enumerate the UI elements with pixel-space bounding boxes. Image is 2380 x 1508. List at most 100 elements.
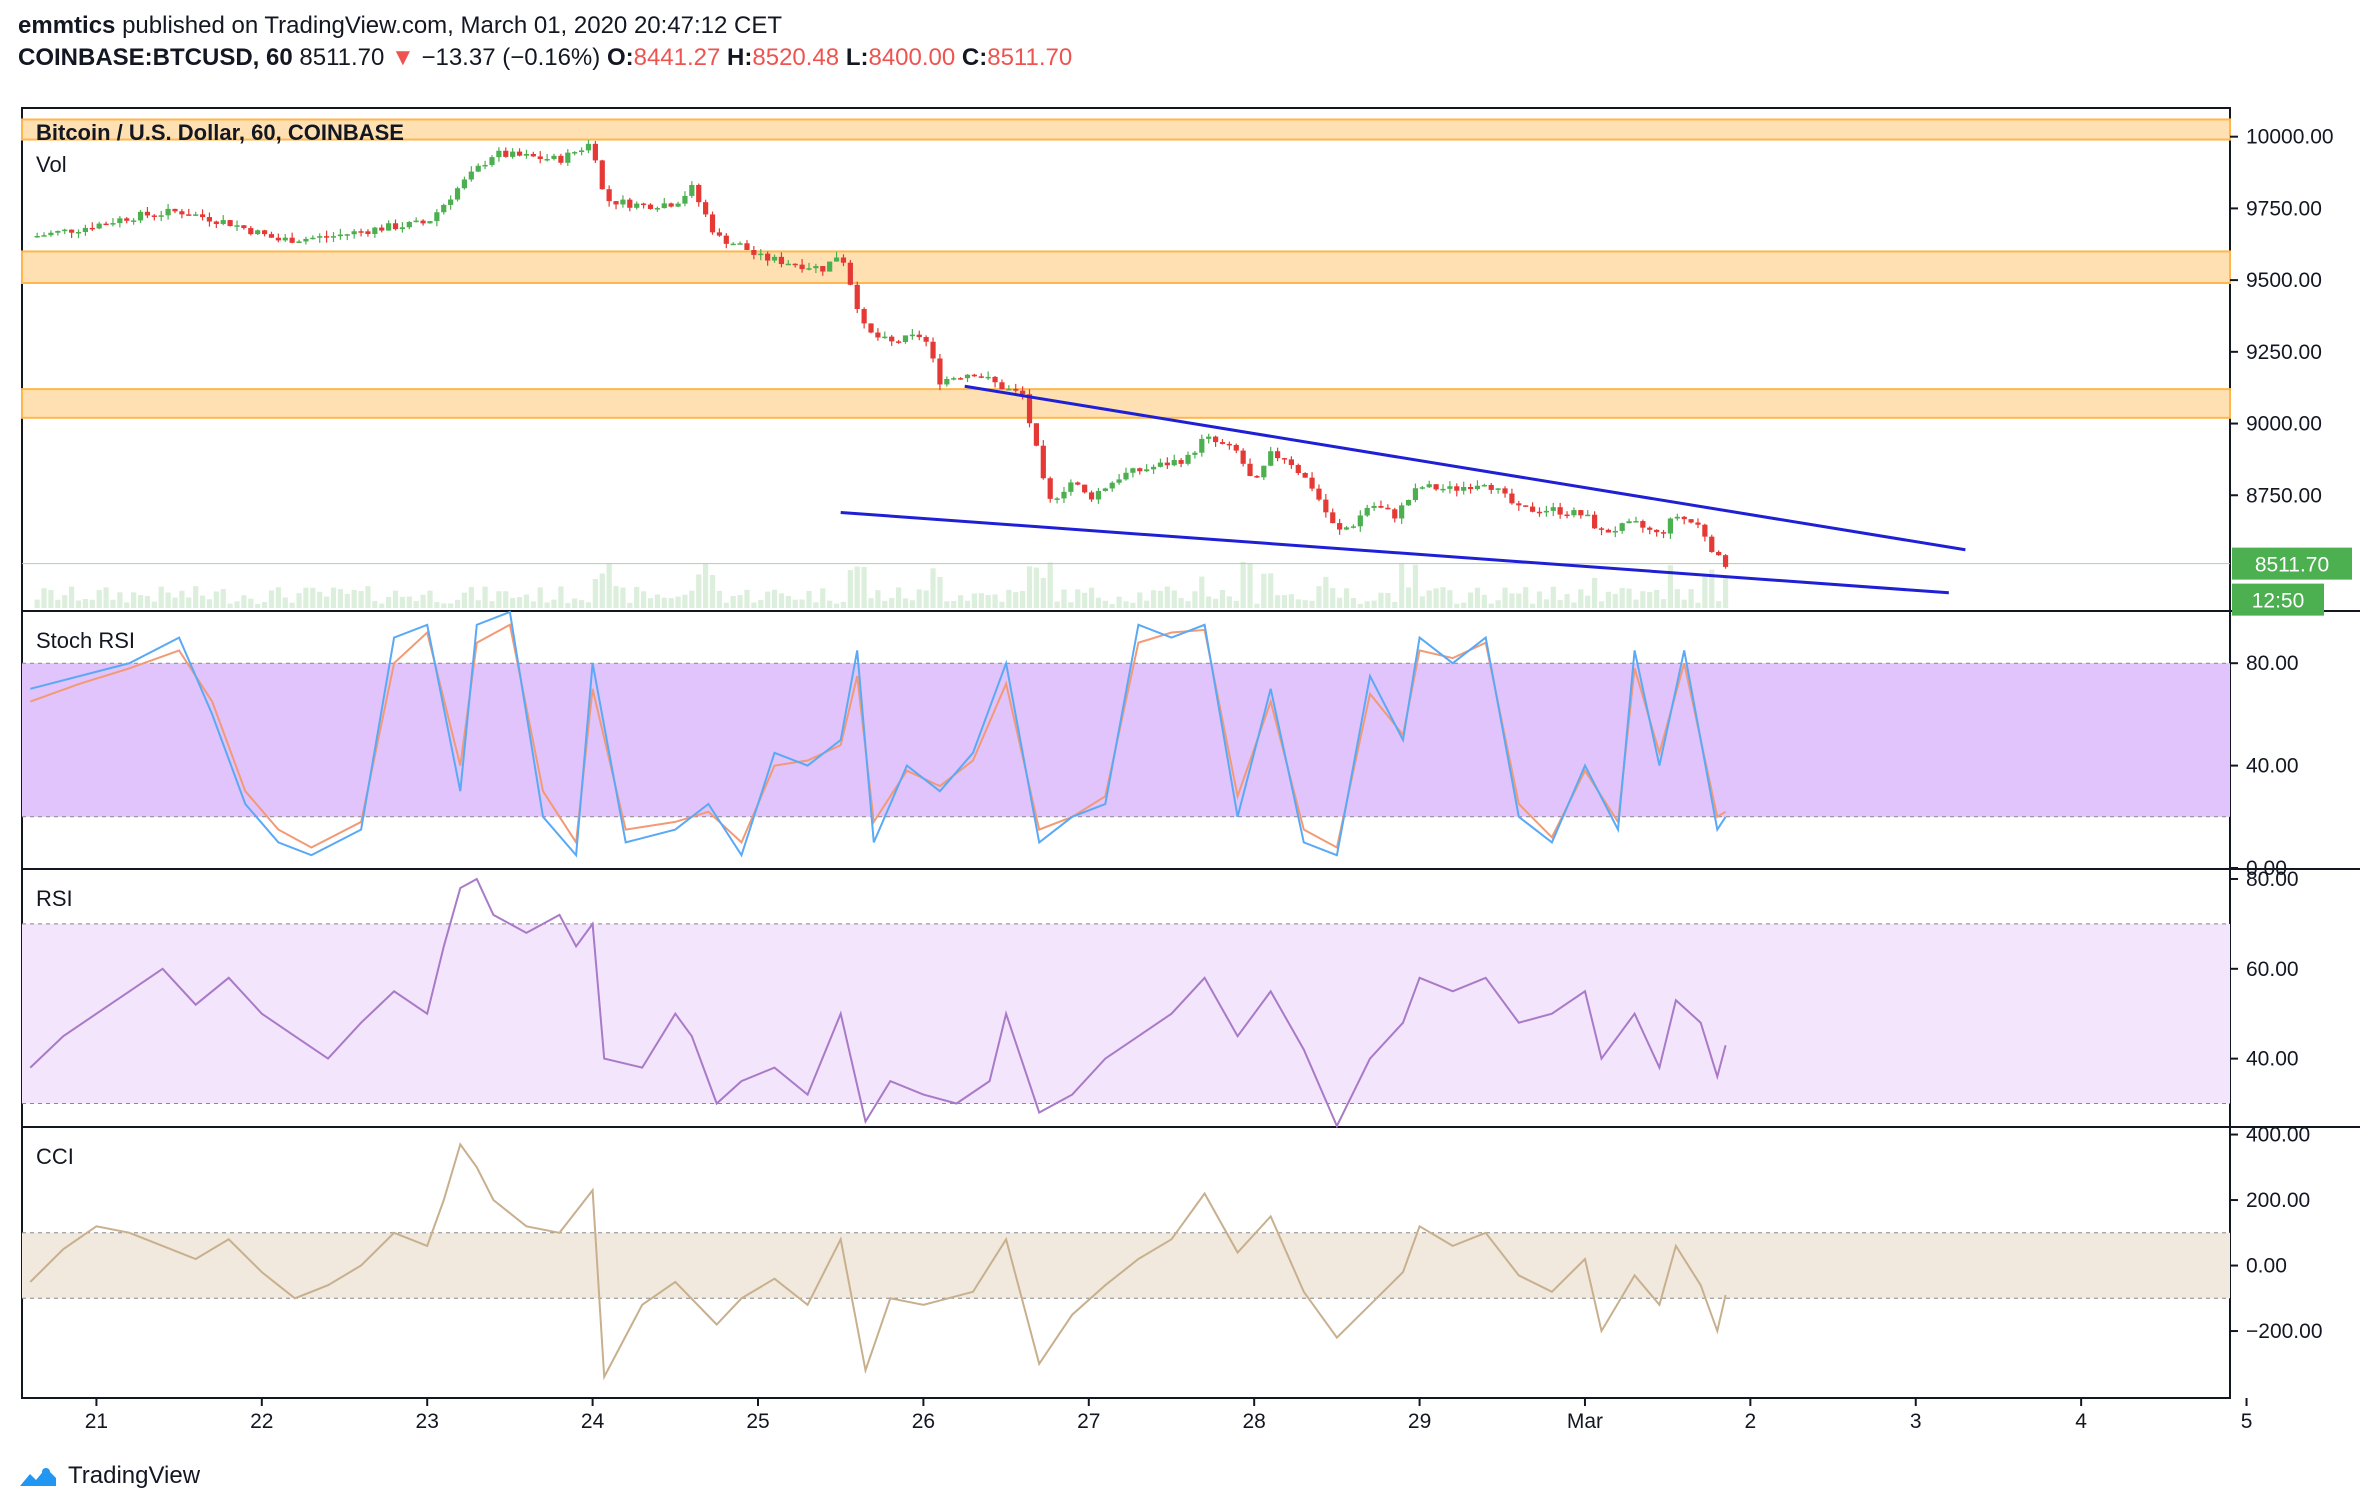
candle-body — [1543, 510, 1549, 513]
candle-body — [778, 256, 785, 265]
published-text: published on TradingView.com, March 01, … — [122, 12, 783, 39]
volume-bar — [944, 601, 950, 608]
volume-bar — [1247, 564, 1253, 608]
candle-body — [1199, 438, 1205, 453]
volume-bar — [1516, 593, 1522, 608]
candle-body — [337, 234, 343, 237]
volume-bar — [186, 597, 192, 608]
volume-bar — [833, 603, 840, 608]
volume-bar — [1461, 602, 1467, 608]
candle-body — [434, 212, 440, 222]
volume-bar — [1371, 600, 1377, 608]
candle-body — [117, 218, 123, 224]
volume-bar — [213, 591, 219, 608]
candle-body — [55, 230, 61, 233]
volume-bar — [1082, 592, 1088, 608]
candle-body — [220, 220, 226, 224]
volume-bar — [1667, 565, 1674, 608]
volume-bar — [248, 598, 254, 608]
volume-bar — [55, 599, 61, 608]
rsi-axis-label: 60.00 — [2246, 958, 2299, 981]
candle-body — [792, 263, 798, 266]
candle-body — [193, 214, 199, 216]
candle-body — [730, 243, 736, 246]
volume-bar — [1330, 588, 1336, 608]
publish-line: emmtics published on TradingView.com, Ma… — [18, 10, 1918, 42]
candle-body — [537, 156, 543, 160]
volume-bar — [1640, 591, 1646, 608]
candle-body — [179, 211, 185, 215]
tradingview-footer[interactable]: TradingView — [18, 1462, 200, 1490]
candle-body — [1343, 527, 1350, 530]
volume-bar — [1488, 603, 1494, 608]
candle-body — [330, 236, 337, 238]
symbol-label[interactable]: COINBASE:BTCUSD, 60 — [18, 44, 293, 71]
candle-body — [1550, 507, 1556, 511]
candle-body — [96, 223, 102, 229]
candle-body — [1440, 488, 1446, 491]
candle-body — [861, 309, 867, 324]
candle-body — [372, 227, 378, 235]
volume-bar — [840, 601, 847, 608]
candle-body — [1116, 479, 1122, 483]
candle-body — [902, 335, 909, 343]
volume-bar — [1095, 597, 1102, 608]
volume-bar — [723, 602, 729, 608]
candle-body — [1302, 472, 1308, 478]
upper-trendline[interactable] — [964, 384, 1966, 552]
candle-body — [647, 204, 654, 210]
volume-bar — [1509, 593, 1515, 608]
volume-bar — [82, 598, 89, 608]
volume-bar — [606, 563, 612, 608]
candle-body — [833, 257, 840, 262]
candle-body — [1268, 451, 1274, 466]
candle-body — [1226, 443, 1232, 446]
volume-bar — [1399, 563, 1405, 608]
volume-bar — [703, 563, 709, 608]
volume-bar — [241, 595, 247, 608]
candle-body — [971, 374, 977, 377]
volume-bar — [1557, 600, 1563, 608]
candle-body — [282, 237, 288, 241]
volume-bar — [289, 602, 295, 608]
candle-body — [427, 221, 433, 224]
candle-body — [420, 220, 426, 224]
volume-bar — [1309, 600, 1315, 608]
lower-trendline[interactable] — [840, 510, 1949, 595]
volume-bar — [985, 594, 991, 608]
candle-body — [351, 231, 357, 235]
candle-body — [1185, 454, 1191, 464]
candle-body — [1254, 476, 1260, 478]
author-name[interactable]: emmtics — [18, 12, 116, 39]
candle-body — [937, 358, 943, 385]
volume-bar — [275, 587, 281, 608]
volume-bar — [1343, 588, 1350, 608]
candle-body — [379, 227, 385, 231]
candle-body — [916, 334, 922, 338]
volume-bar — [1281, 595, 1288, 608]
volume-bar — [75, 600, 82, 608]
candle-body — [1419, 487, 1425, 489]
volume-bar — [516, 596, 523, 608]
candle-body — [199, 214, 206, 218]
rsi-axis-label: 40.00 — [2246, 1048, 2299, 1071]
volume-bar — [620, 587, 626, 608]
volume-bar — [158, 586, 164, 608]
candle-body — [696, 184, 702, 203]
chart-header: emmtics published on TradingView.com, Ma… — [18, 10, 1918, 74]
candle-body — [89, 227, 95, 230]
candle-body — [1716, 551, 1722, 556]
high-value: 8520.48 — [752, 44, 840, 71]
volume-bar — [124, 602, 130, 608]
last-price: 8511.70 — [299, 44, 385, 71]
candle-body — [365, 231, 371, 235]
volume-bar — [689, 590, 695, 608]
volume-bar — [751, 602, 757, 608]
candle-body — [1702, 524, 1708, 537]
volume-bar — [1233, 600, 1239, 608]
candle-body — [1309, 477, 1315, 489]
volume-bar — [771, 589, 778, 608]
volume-bar — [199, 595, 206, 608]
candle-body — [1061, 491, 1067, 499]
